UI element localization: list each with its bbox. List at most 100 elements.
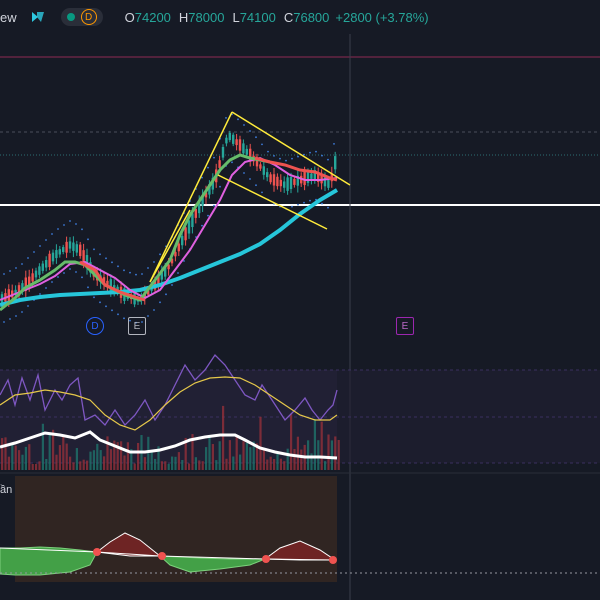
band-dot [111, 309, 113, 312]
band-dot [171, 284, 173, 286]
band-dot [309, 151, 311, 154]
band-dot [21, 263, 23, 265]
market-status-chip[interactable]: D [60, 8, 103, 26]
band-dot [201, 224, 203, 227]
band-dot [297, 155, 299, 158]
candle-body [28, 276, 31, 286]
volume-bar [79, 461, 82, 470]
future-earnings-marker[interactable]: E [396, 317, 414, 335]
band-dot [135, 321, 137, 324]
dividend-marker[interactable]: D [86, 317, 104, 335]
band-dot [87, 238, 89, 241]
candle-body [85, 255, 89, 269]
band-dot [279, 157, 281, 160]
candle-body [198, 200, 201, 214]
band-dot [243, 172, 245, 174]
volume-bar [86, 460, 89, 470]
candle-body [109, 279, 112, 292]
volume-bar [21, 454, 24, 470]
band-dot [33, 251, 35, 253]
band-dot [327, 206, 329, 209]
tradingview-logo-icon [31, 12, 44, 22]
low-value: 74100 [239, 9, 276, 25]
band-dot [105, 257, 107, 260]
volume-bar [279, 458, 282, 470]
band-dot [99, 301, 101, 304]
earnings-marker[interactable]: E [128, 317, 146, 335]
band-dot [255, 136, 257, 139]
volume-bar [58, 445, 61, 470]
future-earnings-marker-label: E [401, 320, 409, 332]
candle-body [296, 175, 299, 186]
candle-body [249, 148, 252, 162]
candle-body [327, 180, 330, 188]
candle-body [79, 244, 82, 257]
band-dot [75, 271, 77, 273]
candle-body [48, 253, 51, 268]
band-dot [3, 321, 5, 323]
volume-bar [194, 457, 197, 470]
candle-body [82, 250, 85, 262]
volume-bar [252, 441, 255, 470]
lower-pane-title: ần [0, 484, 13, 496]
band-dot [231, 161, 233, 164]
candle-body [310, 173, 313, 179]
histogram-green-area-2 [158, 555, 266, 573]
candle-body [160, 272, 163, 280]
volume-bar [228, 440, 231, 470]
volume-bar [82, 459, 85, 470]
band-dot [249, 178, 251, 180]
earnings-marker-label: E [133, 320, 141, 332]
volume-bar [242, 441, 245, 470]
volume-bar [222, 405, 225, 470]
band-dot [81, 228, 83, 231]
candle-body [147, 288, 150, 295]
volume-bar [147, 436, 150, 470]
close-value: 76800 [293, 9, 330, 25]
volume-bar [273, 458, 276, 470]
candle-body [191, 213, 194, 228]
volume-bar [266, 459, 269, 470]
volume-bar [327, 434, 330, 470]
candle-body [266, 172, 269, 178]
volume-bar [307, 440, 310, 470]
volume-bar [262, 449, 265, 470]
band-dot [249, 130, 251, 132]
band-dot [63, 224, 65, 226]
candle-body [167, 264, 170, 270]
volume-bar [96, 443, 99, 470]
band-dot [333, 142, 335, 145]
volume-bar [120, 441, 123, 470]
band-dot [243, 124, 245, 126]
volume-bar [201, 461, 204, 470]
candle-body [194, 208, 197, 218]
candle-body [279, 179, 282, 187]
candle-body [306, 171, 310, 183]
candle-body [232, 134, 235, 144]
band-dot [123, 269, 125, 272]
volume-bar [116, 442, 119, 470]
candle-body [170, 258, 174, 264]
candle-body [289, 176, 293, 190]
volume-bar [62, 435, 65, 470]
volume-bar [24, 446, 27, 470]
volume-bar [14, 445, 17, 470]
volume-bar [72, 462, 75, 470]
chart-legend: ew D O74200 H78000 L74100 C76800 +2800 (… [0, 0, 600, 34]
volume-bar [330, 440, 333, 470]
candle-body [303, 171, 306, 186]
band-dot [27, 305, 29, 307]
candle-body [174, 252, 177, 257]
candle-body [269, 174, 272, 183]
volume-bar [92, 450, 95, 470]
band-dot [93, 296, 95, 299]
volume-bar [225, 458, 228, 470]
ma-pink-line [0, 156, 338, 301]
volume-bar [320, 421, 323, 470]
candle-body [68, 241, 72, 249]
volume-bar [276, 453, 279, 470]
band-dot [3, 273, 5, 275]
volume-bar [184, 437, 187, 470]
candle-body [11, 290, 14, 298]
